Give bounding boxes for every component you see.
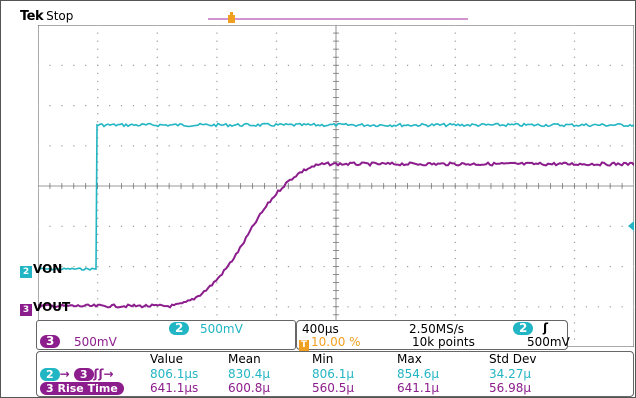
- ch3-ground-marker[interactable]: 3 VOUT: [20, 300, 70, 316]
- delay-stddev: 34.27µ: [489, 367, 531, 381]
- trigger-source-badge: 2: [513, 322, 534, 335]
- rise-max: 641.1µ: [397, 381, 439, 395]
- trigger-level: 500mV: [527, 335, 570, 349]
- record-length: 10k points: [412, 335, 475, 349]
- timebase-panel[interactable]: 400µs 2.50MS/s 2 ʃ T 10.00 % 10k points 5…: [296, 320, 570, 351]
- sample-rate: 2.50MS/s: [409, 322, 464, 336]
- rise-min: 560.5µ: [312, 381, 354, 395]
- ch3-scale: 500mV: [74, 335, 117, 349]
- rise-mean: 600.8µ: [228, 381, 270, 395]
- channel-scale-panel[interactable]: 2 500mV 3 500mV: [36, 320, 296, 350]
- rise-time-name: Rise Time: [57, 382, 118, 395]
- delay-label: 2 → 3 ʃʃ→: [40, 367, 114, 381]
- waveform-display[interactable]: [38, 25, 634, 347]
- measurements-panel[interactable]: Value Mean Min Max Std Dev 2 → 3 ʃʃ→ 806.1…: [36, 351, 634, 397]
- col-header-mean: Mean: [228, 352, 261, 366]
- col-header-value: Value: [150, 352, 183, 366]
- ch2-name: VON: [33, 262, 63, 276]
- source-a-badge: 2: [40, 368, 60, 381]
- col-header-stddev: Std Dev: [489, 352, 537, 366]
- ch3-marker-icon: 3: [20, 304, 32, 316]
- delay-value: 806.1µs: [150, 367, 199, 381]
- ch2-scale: 500mV: [200, 322, 243, 336]
- record-trigger-icon: [228, 12, 235, 23]
- trigger-position-value: 10.00 %: [311, 335, 361, 349]
- ch2-marker-icon: 2: [20, 266, 32, 278]
- source-b-badge: 3: [73, 368, 94, 381]
- rise-source-num: 3: [46, 382, 54, 395]
- rise-time-label: 3 Rise Time: [40, 381, 124, 395]
- rise-value: 641.1µs: [150, 381, 199, 395]
- rise-source-badge: 3 Rise Time: [40, 382, 124, 395]
- delay-max: 854.6µ: [397, 367, 439, 381]
- trigger-level-arrow-icon: [628, 221, 634, 231]
- ch2-trace-von: [38, 122, 634, 271]
- ch2-badge: 2: [169, 322, 190, 335]
- ch3-trace-vout: [38, 161, 634, 309]
- rise-stddev: 56.98µ: [489, 381, 531, 395]
- status-bar: Tek Stop: [20, 9, 73, 24]
- col-header-max: Max: [397, 352, 422, 366]
- delay-arrow: →: [59, 367, 74, 381]
- acquisition-state: Stop: [46, 9, 74, 23]
- trigger-t-icon: T: [299, 340, 309, 351]
- brand-logo: Tek: [20, 9, 44, 24]
- edge-arrow-icon: ʃʃ→: [93, 367, 114, 381]
- ch2-ground-marker[interactable]: 2 VON: [20, 262, 62, 278]
- ch3-name: VOUT: [33, 300, 71, 314]
- delay-mean: 830.4µ: [228, 367, 270, 381]
- col-header-min: Min: [312, 352, 334, 366]
- time-per-div: 400µs: [302, 322, 339, 336]
- trigger-slope-icon: ʃ: [543, 321, 548, 335]
- ch3-badge: 3: [40, 335, 61, 348]
- delay-min: 806.1µ: [312, 367, 354, 381]
- trigger-position: T 10.00 %: [299, 335, 361, 351]
- graticule: [38, 25, 634, 347]
